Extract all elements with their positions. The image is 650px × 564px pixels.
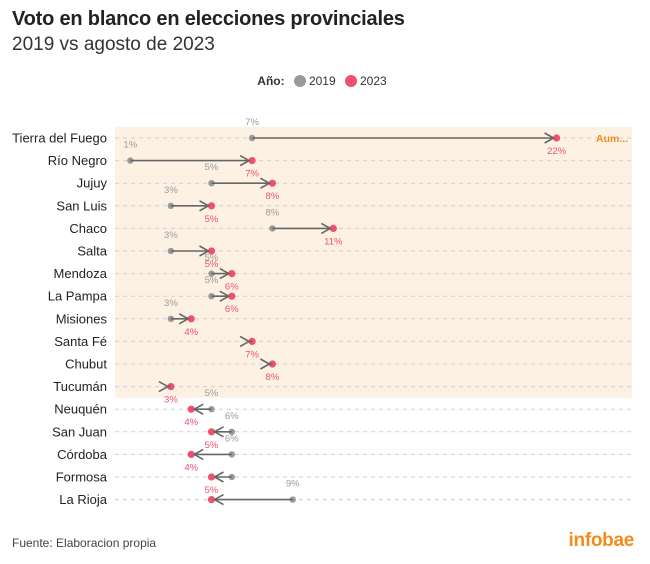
arrow-head (544, 132, 556, 144)
arrow-head (199, 200, 211, 212)
arrow-head (212, 493, 224, 506)
dot-2023 (268, 179, 276, 187)
value-label-2023: 3% (164, 395, 178, 406)
dot-2023 (329, 224, 337, 232)
value-label-2023: 6% (225, 304, 239, 315)
value-label-2019: 5% (205, 388, 219, 399)
value-label-2019: 5% (205, 253, 219, 264)
arrow-head (199, 245, 211, 257)
value-label-2019: 1% (123, 140, 137, 151)
province-label: San Juan (52, 424, 107, 439)
arrow-head (260, 177, 272, 189)
value-label-2019: 5% (205, 162, 219, 173)
province-label: Tucumán (53, 379, 107, 394)
source-note: Fuente: Elaboracion propia (12, 536, 157, 550)
dot-2023 (187, 405, 195, 413)
arrow-head (320, 222, 332, 235)
dot-2023 (187, 450, 195, 458)
arrow-head (178, 313, 190, 325)
province-label: Tierra del Fuego (12, 131, 107, 146)
value-label-2019: 3% (164, 298, 178, 309)
province-label: Salta (77, 244, 107, 259)
province-label: Córdoba (57, 447, 108, 462)
legend-title: Año: (257, 74, 285, 88)
value-label-2023: 5% (205, 485, 219, 496)
chart-title: Voto en blanco en elecciones provinciale… (12, 8, 405, 30)
arrow-head (239, 154, 251, 167)
province-label: Chubut (65, 357, 107, 372)
arrow-head (212, 471, 224, 483)
legend-label-2019: 2019 (308, 74, 336, 88)
value-label-2019: 7% (245, 117, 259, 128)
value-label-2019: 5% (205, 275, 219, 286)
value-label-2023: 8% (266, 372, 280, 383)
province-label: San Luis (56, 198, 107, 213)
dot-2019 (269, 225, 276, 232)
value-label-2023: 5% (205, 214, 219, 225)
value-label-2023: 4% (184, 327, 198, 338)
value-label-2023: 8% (266, 191, 280, 202)
dot-2023 (207, 247, 216, 255)
arrow-head (192, 448, 204, 461)
legend-item-2019: 2019 (293, 74, 339, 88)
value-label-2023: 4% (184, 462, 198, 473)
value-label-2023: 5% (205, 440, 219, 451)
value-label-2023: 4% (184, 417, 198, 428)
arrow-head (219, 290, 231, 302)
legend-item-2023: 2023 (345, 74, 387, 88)
dumbbell-chart: Tierra del Fuego 7% 22% Río Negro 1% 7% Jujuy 5… (12, 117, 632, 507)
dot-2023 (228, 270, 236, 278)
province-label: La Rioja (59, 492, 107, 507)
arrow-head (212, 426, 224, 438)
brand-logo: infobae (568, 530, 635, 551)
dot-2023 (553, 134, 561, 142)
value-label-2023: 7% (245, 349, 259, 360)
value-label-2019: 6% (225, 411, 239, 422)
province-label: Mendoza (54, 266, 108, 281)
value-label-2023: 6% (225, 282, 239, 293)
province-label: La Pampa (48, 289, 108, 304)
arrow-head (192, 403, 204, 415)
dot-2023 (228, 292, 236, 300)
province-label: Misiones (56, 311, 108, 326)
dot-2023 (248, 157, 256, 165)
value-label-2023: 7% (245, 169, 259, 180)
province-label: Santa Fé (54, 334, 107, 349)
legend-swatch-2019 (293, 75, 306, 87)
province-label: Jujuy (77, 176, 108, 191)
dot-2023 (207, 496, 216, 504)
value-label-2019: 8% (266, 207, 280, 218)
dot-2023 (207, 428, 216, 436)
value-label-2023: 5% (205, 259, 219, 270)
value-label-2019: 3% (164, 185, 178, 196)
chart-subtitle: 2019 vs agosto de 2023 (12, 34, 215, 55)
increase-annotation: Aum... (596, 133, 628, 145)
value-label-2023: 11% (324, 236, 343, 247)
value-label-2019: 6% (225, 433, 239, 444)
province-label: Neuquén (54, 402, 107, 417)
value-label-2023: 22% (547, 146, 567, 157)
legend-label-2023: 2023 (360, 74, 387, 88)
province-label: Formosa (56, 470, 108, 485)
value-label-2019: 9% (286, 479, 300, 490)
arrow-head (158, 380, 170, 393)
province-label: Río Negro (48, 153, 107, 168)
arrow-head (260, 358, 272, 370)
value-label-2019: 3% (164, 230, 178, 241)
arrow-head (239, 335, 251, 348)
dot-2023 (207, 202, 216, 210)
legend-swatch-2023 (345, 75, 357, 87)
arrow-head (219, 267, 231, 280)
legend: Año: 2019 2023 (0, 74, 650, 88)
increase-highlight-band (115, 126, 632, 398)
province-label: Chaco (69, 221, 107, 236)
dot-2023 (207, 473, 216, 481)
dot-2023 (187, 315, 195, 323)
